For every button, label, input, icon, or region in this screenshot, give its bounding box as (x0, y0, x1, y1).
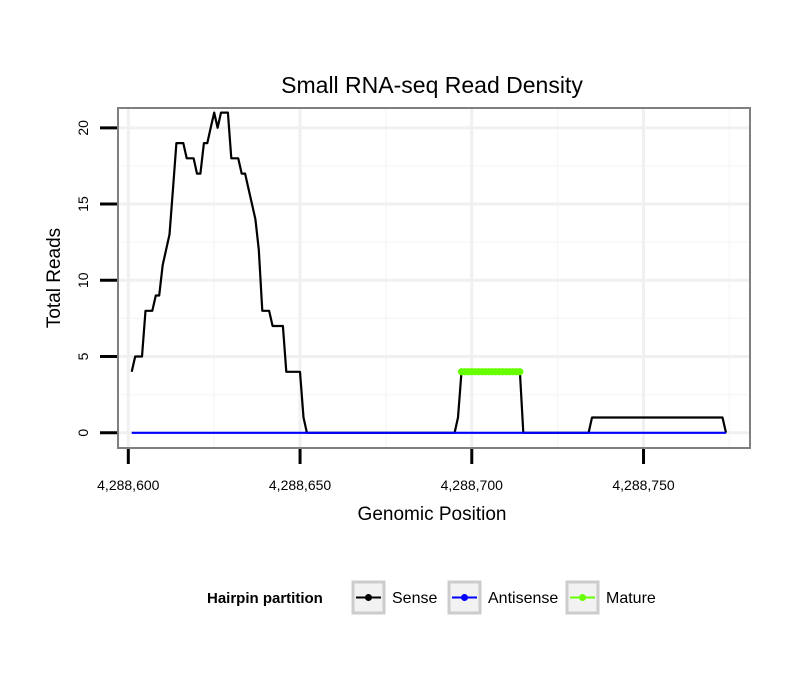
legend-point-antisense (461, 594, 468, 601)
legend-item-mature: Mature (565, 580, 656, 615)
y-tick-label: 15 (75, 196, 91, 212)
legend: Hairpin partition Sense Antisense Mature (207, 580, 656, 615)
x-tick-label: 4,288,650 (269, 477, 331, 493)
x-axis: 4,288,600 4,288,650 4,288,700 4,288,750 (97, 449, 675, 493)
legend-item-antisense: Antisense (447, 580, 558, 615)
y-tick-label: 5 (75, 352, 91, 360)
legend-point-sense (365, 594, 372, 601)
panel (117, 107, 751, 449)
legend-label-mature: Mature (606, 590, 656, 607)
minor-grid (118, 108, 750, 448)
y-axis-title: Total Reads (44, 228, 65, 328)
y-tick-label: 0 (75, 429, 91, 437)
y-tick-label: 10 (75, 272, 91, 288)
x-tick-label: 4,288,700 (441, 477, 503, 493)
y-axis: 0 5 10 15 20 (75, 120, 117, 437)
series-line-sense (130, 111, 728, 434)
plot-panel-border (117, 107, 751, 449)
series-layer (130, 111, 728, 434)
legend-label-sense: Sense (392, 590, 437, 607)
legend-label-antisense: Antisense (488, 590, 558, 607)
x-axis-title: Genomic Position (358, 504, 507, 525)
x-tick-label: 4,288,600 (97, 477, 159, 493)
legend-item-sense: Sense (351, 580, 437, 615)
data-point-mature (516, 368, 524, 376)
x-tick-label: 4,288,750 (612, 477, 674, 493)
y-tick-label: 20 (75, 120, 91, 136)
plot-panel-background (118, 108, 750, 448)
legend-point-mature (579, 594, 586, 601)
chart-title: Small RNA-seq Read Density (281, 72, 583, 98)
legend-title: Hairpin partition (207, 590, 323, 607)
